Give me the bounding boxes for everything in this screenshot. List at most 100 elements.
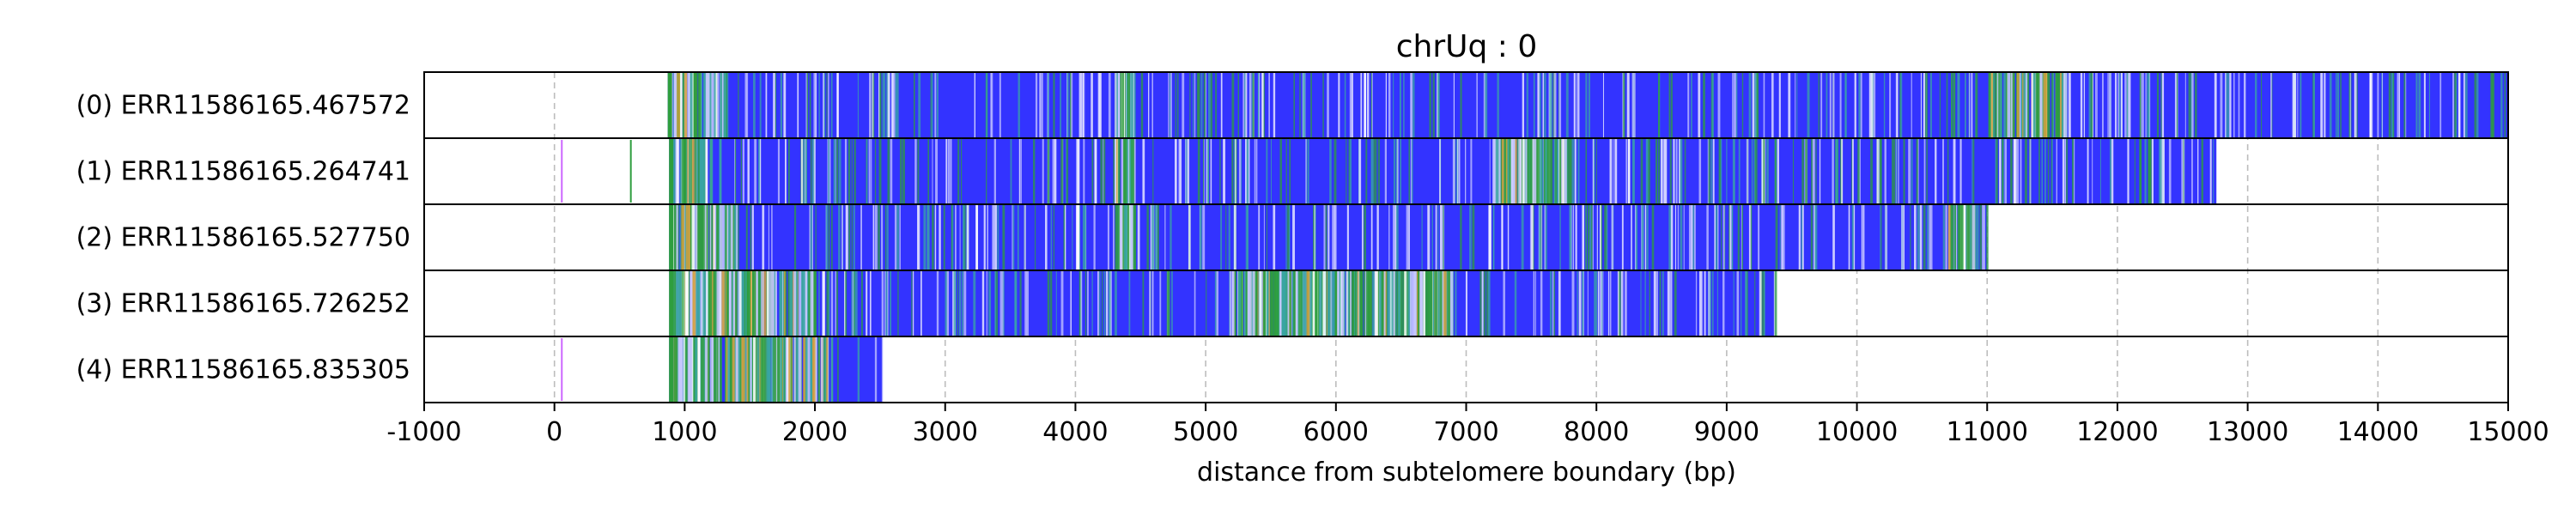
variant-stripe xyxy=(2161,72,2165,138)
variant-stripe xyxy=(1423,270,1425,336)
variant-stripe xyxy=(1553,138,1556,204)
variant-stripe xyxy=(955,204,957,270)
variant-stripe xyxy=(1531,204,1534,270)
variant-stripe xyxy=(696,336,701,403)
variant-stripe xyxy=(1673,138,1675,204)
variant-stripe xyxy=(739,270,742,336)
variant-stripe xyxy=(1756,72,1759,138)
variant-stripe xyxy=(1604,204,1607,270)
variant-stripe xyxy=(1860,72,1862,138)
variant-stripe xyxy=(851,270,854,336)
variant-stripe xyxy=(1348,138,1351,204)
variant-stripe xyxy=(1841,138,1844,204)
variant-stripe xyxy=(773,336,777,403)
variant-stripe xyxy=(1967,204,1971,270)
variant-stripe xyxy=(1460,204,1462,270)
variant-stripe xyxy=(848,138,851,204)
variant-stripe xyxy=(837,336,839,403)
variant-stripe xyxy=(1393,270,1395,336)
variant-stripe xyxy=(1971,204,1972,270)
x-tick-label: 5000 xyxy=(1173,417,1238,447)
variant-stripe xyxy=(1481,270,1484,336)
variant-stripe xyxy=(1549,138,1552,204)
variant-stripe xyxy=(1664,138,1667,204)
variant-stripe xyxy=(1240,270,1244,336)
variant-stripe xyxy=(1540,204,1543,270)
variant-stripe xyxy=(1267,270,1269,336)
variant-stripe xyxy=(2225,72,2227,138)
variant-stripe xyxy=(975,204,979,270)
variant-stripe xyxy=(709,138,714,204)
variant-stripe xyxy=(986,138,987,204)
variant-stripe xyxy=(923,204,927,270)
variant-stripe xyxy=(2397,72,2400,138)
variant-stripe xyxy=(1365,270,1369,336)
variant-stripe xyxy=(1873,72,1876,138)
variant-stripe xyxy=(1483,270,1486,336)
variant-stripe xyxy=(918,72,921,138)
variant-stripe xyxy=(1485,270,1489,336)
variant-stripe xyxy=(991,72,993,138)
variant-stripe xyxy=(1601,270,1603,336)
variant-stripe xyxy=(1614,138,1618,204)
variant-stripe xyxy=(1304,270,1307,336)
variant-stripe xyxy=(771,204,773,270)
variant-stripe xyxy=(2024,138,2027,204)
variant-stripe xyxy=(740,138,742,204)
variant-stripe xyxy=(1736,270,1740,336)
variant-stripe xyxy=(1394,204,1397,270)
variant-stripe xyxy=(1622,270,1624,336)
variant-stripe xyxy=(1412,72,1415,138)
marker-line xyxy=(561,338,563,401)
variant-stripe xyxy=(705,72,708,138)
variant-stripe xyxy=(1151,72,1153,138)
variant-stripe xyxy=(2197,138,2199,204)
variant-stripe xyxy=(1024,204,1026,270)
variant-stripe xyxy=(1052,138,1055,204)
variant-stripe xyxy=(1157,204,1159,270)
variant-stripe xyxy=(2405,72,2407,138)
variant-stripe xyxy=(851,204,854,270)
variant-stripe xyxy=(1293,270,1296,336)
variant-stripe xyxy=(835,270,836,336)
variant-stripe xyxy=(678,336,683,403)
variant-stripe xyxy=(1106,270,1109,336)
variant-stripe xyxy=(2026,72,2030,138)
variant-stripe xyxy=(1385,72,1388,138)
variant-stripe xyxy=(1391,270,1394,336)
variant-stripe xyxy=(1189,72,1191,138)
variant-stripe xyxy=(1634,72,1636,138)
variant-stripe xyxy=(735,270,737,336)
variant-stripe xyxy=(1303,270,1306,336)
variant-stripe xyxy=(2142,72,2144,138)
variant-stripe xyxy=(1575,204,1577,270)
variant-stripe xyxy=(728,270,732,336)
variant-stripe xyxy=(1674,204,1677,270)
variant-stripe xyxy=(1002,204,1005,270)
variant-stripe xyxy=(1050,204,1053,270)
variant-stripe xyxy=(1258,204,1261,270)
variant-stripe xyxy=(987,204,988,270)
variant-stripe xyxy=(1535,138,1538,204)
variant-stripe xyxy=(760,336,764,403)
variant-stripe xyxy=(1452,138,1455,204)
variant-stripe xyxy=(1245,138,1248,204)
variant-stripe xyxy=(2233,72,2235,138)
variant-stripe xyxy=(1758,204,1760,270)
variant-stripe xyxy=(831,204,833,270)
variant-stripe xyxy=(1693,204,1696,270)
variant-stripe xyxy=(959,270,962,336)
variant-stripe xyxy=(1750,204,1753,270)
variant-stripe xyxy=(1393,138,1396,204)
variant-stripe xyxy=(1716,270,1718,336)
variant-stripe xyxy=(1251,72,1253,138)
variant-stripe xyxy=(1242,72,1245,138)
variant-stripe xyxy=(1091,72,1093,138)
variant-stripe xyxy=(1113,138,1115,204)
variant-stripe xyxy=(1381,270,1384,336)
variant-stripe xyxy=(759,72,762,138)
variant-stripe xyxy=(890,138,893,204)
variant-stripe xyxy=(708,204,711,270)
variant-stripe xyxy=(1626,72,1630,138)
variant-stripe xyxy=(1688,204,1692,270)
